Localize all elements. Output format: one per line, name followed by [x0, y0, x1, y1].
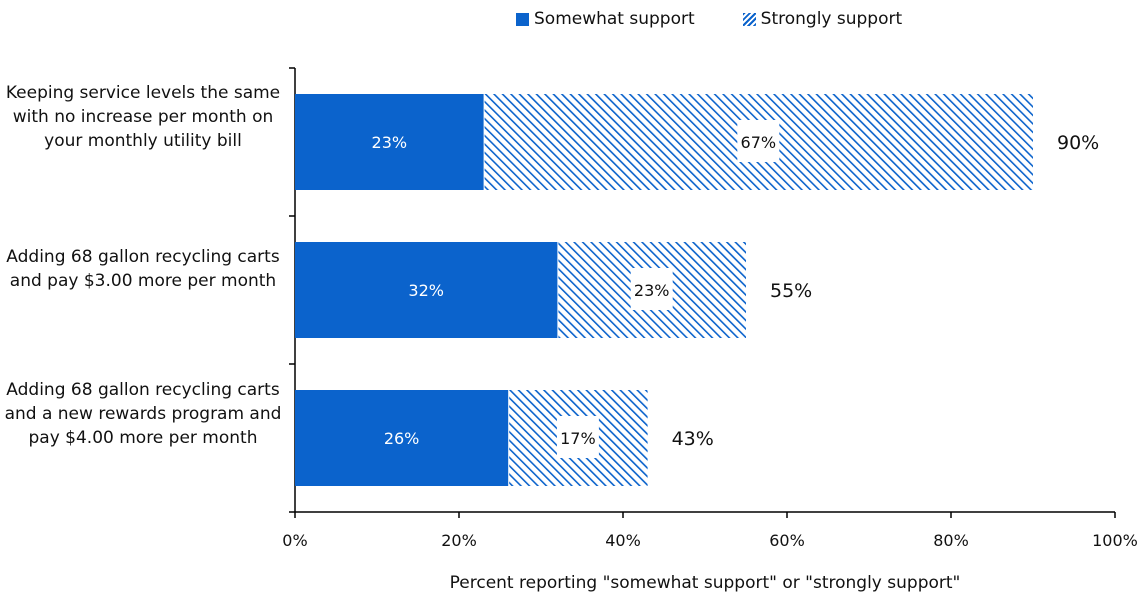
x-tick-label: 20%: [441, 531, 477, 550]
x-tick-label: 40%: [605, 531, 641, 550]
hatched-swatch-icon: [742, 12, 756, 26]
category-label-3: Adding 68 gallon recycling carts and a n…: [4, 380, 282, 448]
total-label: 43%: [672, 428, 714, 450]
data-label-somewhat-support: 32%: [408, 281, 444, 300]
legend: Somewhat support Strongly support: [516, 9, 950, 29]
total-label: 55%: [770, 280, 812, 302]
legend-label-strongly: Strongly support: [760, 9, 903, 29]
category-label-1: Keeping service levels the same with no …: [5, 83, 281, 151]
data-label-strongly-support: 23%: [634, 281, 670, 300]
data-label-background: [556, 416, 599, 458]
solid-swatch-icon: [516, 12, 529, 26]
x-tick-label: 80%: [933, 531, 969, 550]
legend-label-somewhat: Somewhat support: [534, 9, 695, 29]
x-tick-label: 0%: [282, 531, 307, 550]
x-tick-label: 100%: [1092, 531, 1138, 550]
bar-somewhat-support: [295, 94, 484, 190]
data-label-strongly-support: 67%: [741, 133, 777, 152]
data-label-background: [737, 120, 780, 162]
legend-item-strongly: Strongly support: [742, 9, 903, 29]
category-label-2: Adding 68 gallon recycling carts and pay…: [6, 247, 280, 291]
total-label: 90%: [1057, 132, 1099, 154]
bar-somewhat-support: [295, 242, 558, 338]
data-label-somewhat-support: 23%: [372, 133, 408, 152]
data-label-background: [630, 268, 673, 310]
legend-item-somewhat: Somewhat support: [516, 9, 695, 29]
bar-somewhat-support: [295, 390, 509, 486]
x-axis-title: Percent reporting "somewhat support" or …: [449, 573, 961, 593]
data-label-strongly-support: 17%: [560, 429, 596, 448]
data-label-somewhat-support: 26%: [384, 429, 420, 448]
x-tick-label: 60%: [769, 531, 805, 550]
